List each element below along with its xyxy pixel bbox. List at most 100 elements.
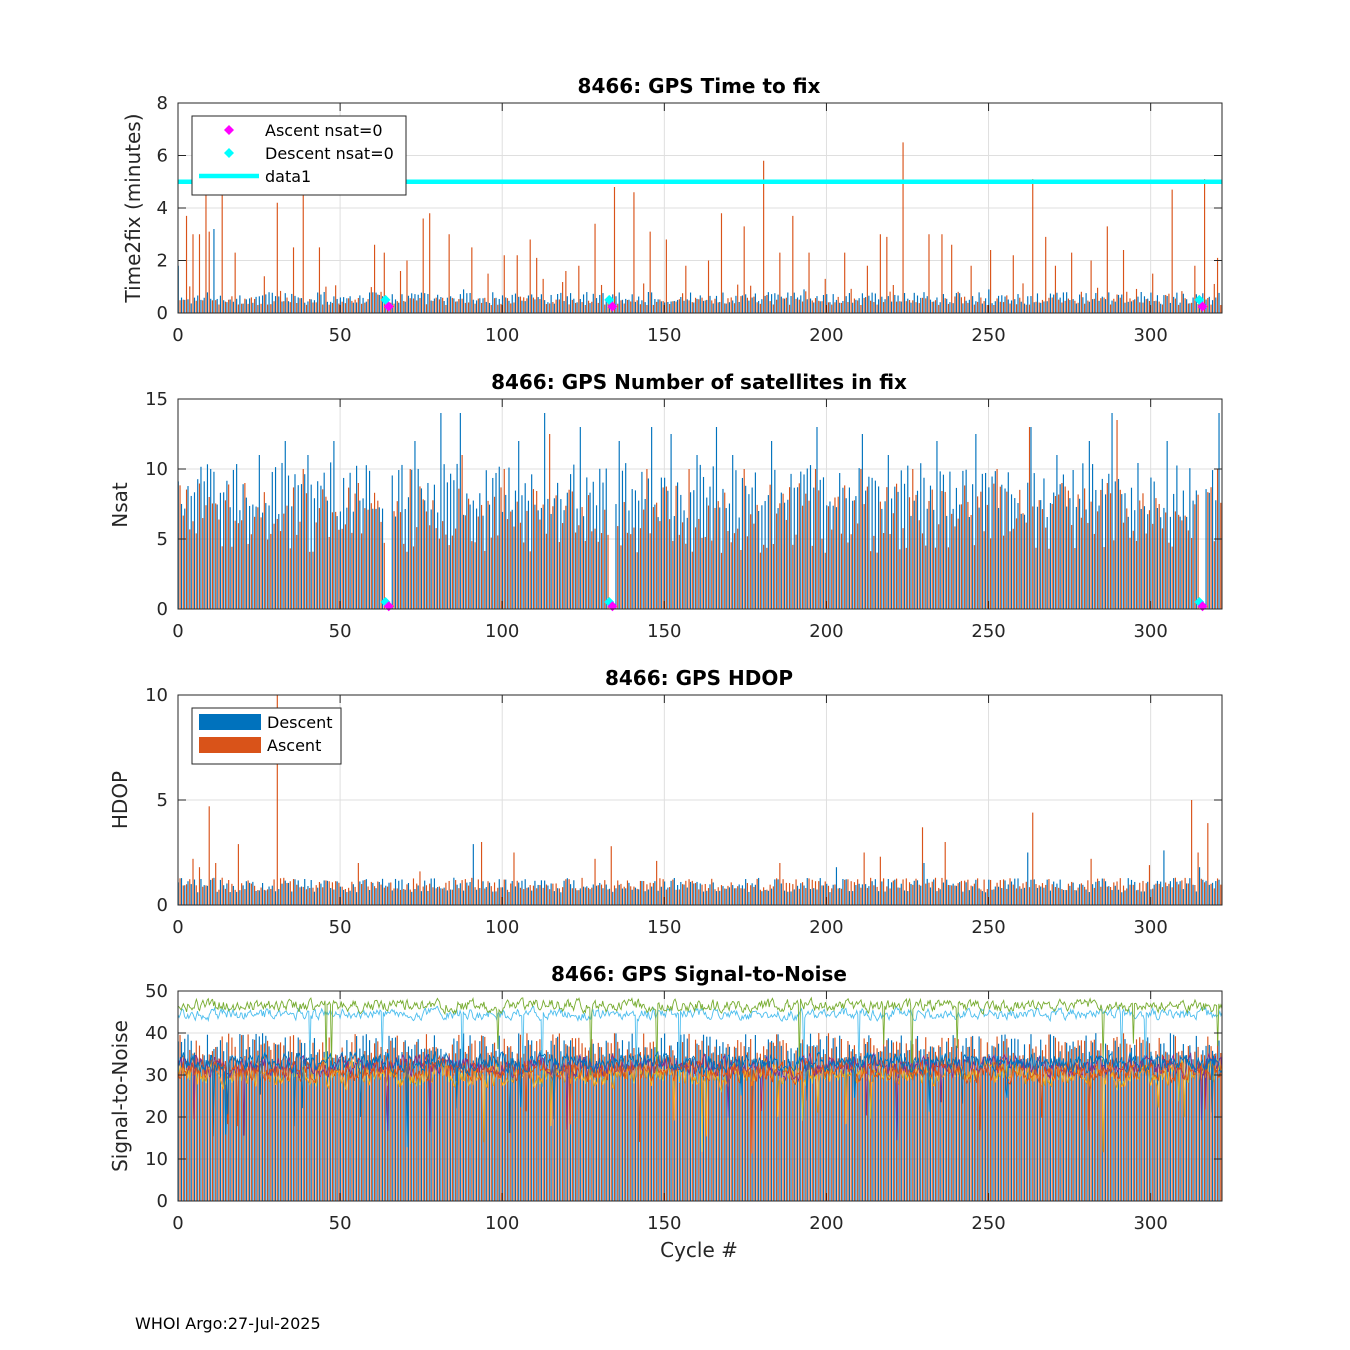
hdop-xtick-label: 250	[971, 917, 1005, 938]
ascent-bar	[1171, 887, 1173, 905]
ascent-bar	[422, 218, 424, 313]
descent-bar	[725, 508, 727, 609]
snr-descent-bar	[433, 1035, 435, 1201]
descent-bar	[203, 297, 205, 313]
ascent-bar	[211, 503, 214, 609]
snr-descent-bar	[330, 1060, 332, 1201]
descent-bar	[719, 890, 721, 905]
snr-ascent-bar	[555, 1038, 557, 1201]
ascent-bar	[643, 880, 645, 905]
descent-bar	[375, 292, 377, 313]
nsat-xtick-label: 300	[1133, 621, 1167, 642]
descent-bar	[829, 302, 831, 313]
nsat-ytick-label: 15	[145, 389, 168, 410]
descent-bar	[582, 516, 585, 609]
snr-ascent-bar	[211, 1051, 214, 1201]
snr-ascent-bar	[883, 1033, 885, 1201]
descent-bar	[589, 303, 591, 313]
snr-ascent-bar	[951, 1047, 953, 1201]
snr-ascent-bar	[1028, 1044, 1031, 1201]
ascent-bar	[571, 299, 573, 313]
nsat-ytick-label: 0	[157, 599, 168, 620]
descent-bar	[693, 490, 695, 609]
ascent-bar	[367, 299, 369, 313]
ascent-bar	[597, 302, 599, 313]
ascent-bar	[682, 293, 684, 313]
descent-bar	[300, 298, 303, 313]
descent-bar	[420, 891, 423, 905]
ascent-bar	[672, 301, 674, 313]
descent-bar	[274, 891, 277, 905]
descent-bar	[1049, 293, 1052, 313]
snr-ascent-bar	[831, 1048, 833, 1201]
nsat-xtick-label: 0	[172, 621, 183, 642]
ascent-bar	[305, 493, 308, 609]
descent-bar	[534, 880, 536, 905]
ascent-bar	[506, 519, 509, 609]
ascent-bar	[568, 879, 570, 905]
descent-bar	[628, 299, 630, 313]
snr-ascent-bar	[1074, 1046, 1076, 1201]
ascent-bar	[792, 544, 794, 609]
ascent-bar	[519, 522, 522, 609]
ascent-bar	[1038, 302, 1040, 313]
ascent-bar	[626, 532, 629, 609]
ascent-bar	[996, 469, 998, 609]
ascent-bar	[406, 884, 408, 905]
ascent-bar	[328, 881, 330, 905]
snr-ascent-bar	[960, 1051, 962, 1201]
ascent-bar	[1025, 304, 1027, 313]
ascent-bar	[221, 189, 223, 313]
descent-bar	[962, 303, 964, 313]
snr-descent-bar	[913, 1061, 915, 1201]
snr-ascent-bar	[487, 1052, 489, 1201]
ascent-bar	[237, 304, 239, 313]
descent-bar	[1130, 487, 1133, 609]
descent-bar	[242, 303, 244, 313]
descent-bar	[294, 474, 296, 609]
ascent-bar	[941, 877, 943, 905]
ascent-bar	[419, 298, 421, 313]
descent-bar	[592, 293, 594, 313]
descent-bar	[771, 294, 773, 313]
snr-ascent-bar	[750, 1038, 752, 1201]
snr-descent-bar	[430, 1050, 432, 1201]
snr-ascent-bar	[477, 1058, 479, 1201]
ascent-bar	[1113, 540, 1115, 609]
descent-bar	[605, 468, 607, 609]
descent-bar	[1014, 498, 1016, 609]
ascent-bar	[276, 202, 278, 313]
descent-bar	[1108, 473, 1110, 609]
descent-bar	[1053, 492, 1055, 609]
ascent-bar	[938, 304, 940, 313]
descent-bar	[683, 300, 685, 313]
ascent-bar	[247, 543, 249, 609]
ascent-bar	[474, 303, 476, 313]
ascent-bar	[1106, 483, 1108, 609]
snr-descent-bar	[349, 1051, 351, 1201]
descent-bar	[745, 879, 747, 905]
snr-ascent-bar	[373, 1043, 376, 1201]
descent-bar	[576, 508, 578, 609]
ascent-bar	[1028, 304, 1031, 313]
ascent-bar	[309, 551, 311, 609]
ascent-bar	[192, 234, 194, 313]
ascent-bar	[179, 485, 181, 609]
descent-bar	[336, 881, 338, 905]
descent-bar	[939, 302, 941, 313]
ascent-bar	[325, 286, 327, 313]
snr-ascent-bar	[925, 1037, 927, 1201]
snr-ascent-bar	[198, 1045, 201, 1201]
descent-bar	[300, 484, 303, 609]
snr-descent-bar	[796, 1047, 799, 1201]
snr-descent-bar	[255, 1033, 257, 1201]
ascent-bar	[442, 521, 444, 609]
ascent-bar	[964, 880, 966, 905]
snr-ascent-bar	[464, 1051, 466, 1201]
ascent-bar	[857, 523, 859, 609]
ascent-bar	[837, 296, 839, 313]
descent-bar	[660, 477, 662, 609]
ascent-bar	[587, 495, 590, 609]
ascent-bar	[432, 500, 434, 609]
ascent-bar	[623, 303, 625, 313]
